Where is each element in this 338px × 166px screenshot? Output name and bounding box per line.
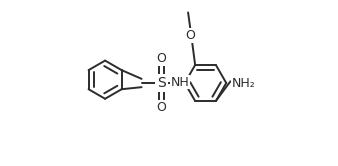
Text: S: S: [157, 76, 166, 90]
Text: NH₂: NH₂: [232, 77, 256, 89]
Text: O: O: [156, 101, 167, 114]
Text: O: O: [156, 52, 167, 65]
Text: O: O: [186, 29, 195, 42]
Text: NH: NH: [170, 76, 189, 89]
